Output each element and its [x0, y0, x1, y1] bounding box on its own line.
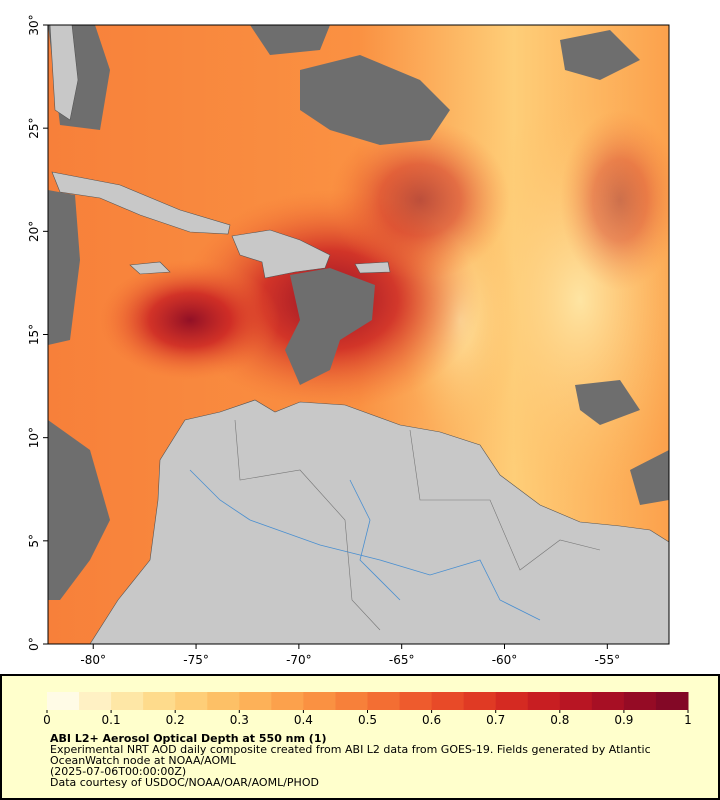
colorbar-swatch — [655, 692, 689, 710]
x-tick-label: -55° — [595, 653, 621, 667]
caption-box: ABI L2+ Aerosol Optical Depth at 550 nm … — [0, 674, 720, 800]
y-tick-label: 30° — [27, 14, 41, 35]
y-tick-label: 0° — [27, 637, 41, 651]
colorbar-swatch — [303, 692, 336, 710]
colorbar-swatch — [335, 692, 368, 710]
colorbar-tick-label: 0 — [43, 713, 51, 727]
y-tick-label: 15° — [27, 324, 41, 345]
colorbar-swatch — [367, 692, 401, 710]
x-tick-label: -65° — [389, 653, 415, 667]
colorbar-swatch — [47, 692, 80, 710]
x-tick-label: -75° — [183, 653, 209, 667]
colorbar-swatch — [207, 692, 240, 710]
map: -80° -75° -70° -65° -60° -55° 0° 5° 10° 15° 20° 25°… — [27, 14, 670, 667]
caption: ABI L2+ Aerosol Optical Depth at 550 nm … — [50, 733, 680, 788]
colorbar-tick-label: 0.3 — [230, 713, 249, 727]
y-tick-label: 5° — [27, 534, 41, 548]
colorbar-tick-label: 0.6 — [422, 713, 441, 727]
colorbar-swatch — [239, 692, 272, 710]
colorbar-tick-label: 0.1 — [102, 713, 121, 727]
colorbar-swatch — [111, 692, 144, 710]
colorbar-tick-label: 0.9 — [614, 713, 633, 727]
colorbar-tick-label: 0.5 — [358, 713, 377, 727]
x-tick-label: -60° — [492, 653, 518, 667]
colorbar-tick-label: 0.8 — [550, 713, 569, 727]
colorbar-swatch — [143, 692, 176, 710]
colorbar-swatch — [527, 692, 561, 710]
colorbar-swatch — [79, 692, 112, 710]
colorbar-swatch — [463, 692, 497, 710]
axes: -80° -75° -70° -65° -60° -55° 0° 5° 10° 15° 20° 25°… — [27, 14, 620, 667]
colorbar-tick-label: 0.7 — [486, 713, 505, 727]
map-image — [48, 25, 669, 644]
colorbar-swatch — [271, 692, 304, 710]
colorbar-swatch — [591, 692, 625, 710]
colorbar-tick-label: 1 — [684, 713, 692, 727]
caption-credit: Data courtesy of USDOC/NOAA/OAR/AOML/PHO… — [50, 776, 319, 789]
caption-description: Experimental NRT AOD daily composite cre… — [50, 743, 651, 767]
x-tick-label: -70° — [286, 653, 312, 667]
colorbar-swatch — [431, 692, 465, 710]
colorbar-tick-label: 0.4 — [294, 713, 313, 727]
colorbar-swatch — [399, 692, 433, 710]
colorbar-tick-label: 0.2 — [166, 713, 185, 727]
y-tick-label: 25° — [27, 118, 41, 139]
colorbar-swatch — [175, 692, 208, 710]
y-tick-label: 20° — [27, 221, 41, 242]
y-tick-label: 10° — [27, 427, 41, 448]
x-tick-label: -80° — [80, 653, 106, 667]
colorbar-swatch — [623, 692, 657, 710]
colorbar-swatch — [495, 692, 529, 710]
colorbar: 0 0.1 0.2 0.3 0.4 0.5 0.6 0.7 0.8 0.9 1 — [43, 692, 692, 727]
caption-title: ABI L2+ Aerosol Optical Depth at 550 nm … — [50, 732, 327, 745]
colorbar-swatch — [559, 692, 593, 710]
caption-timestamp: (2025-07-06T00:00:00Z) — [50, 765, 187, 778]
